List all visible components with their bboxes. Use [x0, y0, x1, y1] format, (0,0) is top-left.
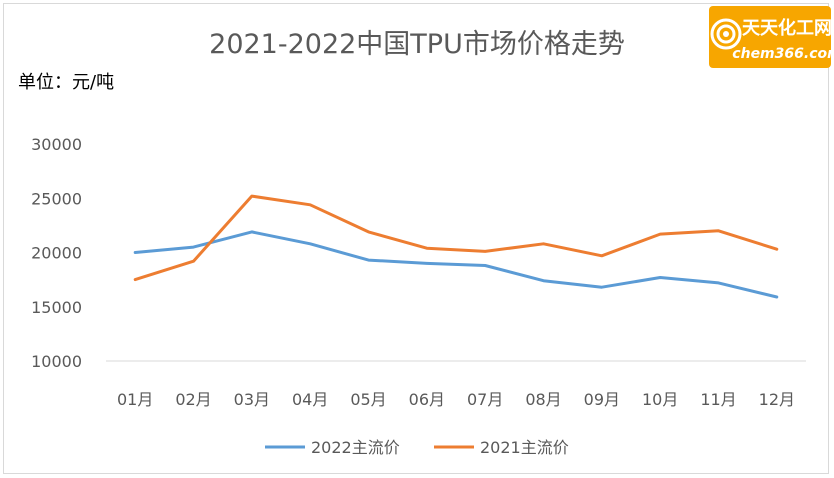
- x-tick-label: 07月: [467, 390, 503, 409]
- unit-label: 单位：元/吨: [18, 72, 115, 93]
- x-tick-label: 12月: [759, 390, 795, 409]
- logo-text-cn: 天天化工网: [742, 17, 831, 39]
- x-tick-label: 01月: [117, 390, 153, 409]
- y-tick-label: 25000: [31, 189, 82, 208]
- x-tick-label: 08月: [525, 390, 561, 409]
- series-line-2: [133, 194, 779, 282]
- x-tick-label: 11月: [700, 390, 736, 409]
- x-tick-label: 05月: [350, 390, 386, 409]
- chart-title: 2021-2022中国TPU市场价格走势: [209, 29, 625, 60]
- y-tick-label: 15000: [31, 298, 82, 317]
- chart-frame: [3, 3, 829, 474]
- x-tick-label: 06月: [409, 390, 445, 409]
- y-tick-label: 20000: [31, 244, 82, 263]
- x-tick-label: 03月: [234, 390, 270, 409]
- x-tick-label: 09月: [584, 390, 620, 409]
- y-tick-label: 10000: [31, 352, 82, 371]
- x-tick-label: 04月: [292, 390, 328, 409]
- legend-label-2: 2021主流价: [480, 438, 569, 457]
- logo-text-en: chem366.com: [732, 46, 831, 62]
- x-tick-label: 02月: [175, 390, 211, 409]
- series-line-1: [133, 230, 779, 299]
- site-logo: 天天化工网 chem366.com: [709, 6, 831, 68]
- legend-label-1: 2022主流价: [311, 438, 400, 457]
- x-tick-label: 10月: [642, 390, 678, 409]
- y-tick-label: 30000: [31, 135, 82, 154]
